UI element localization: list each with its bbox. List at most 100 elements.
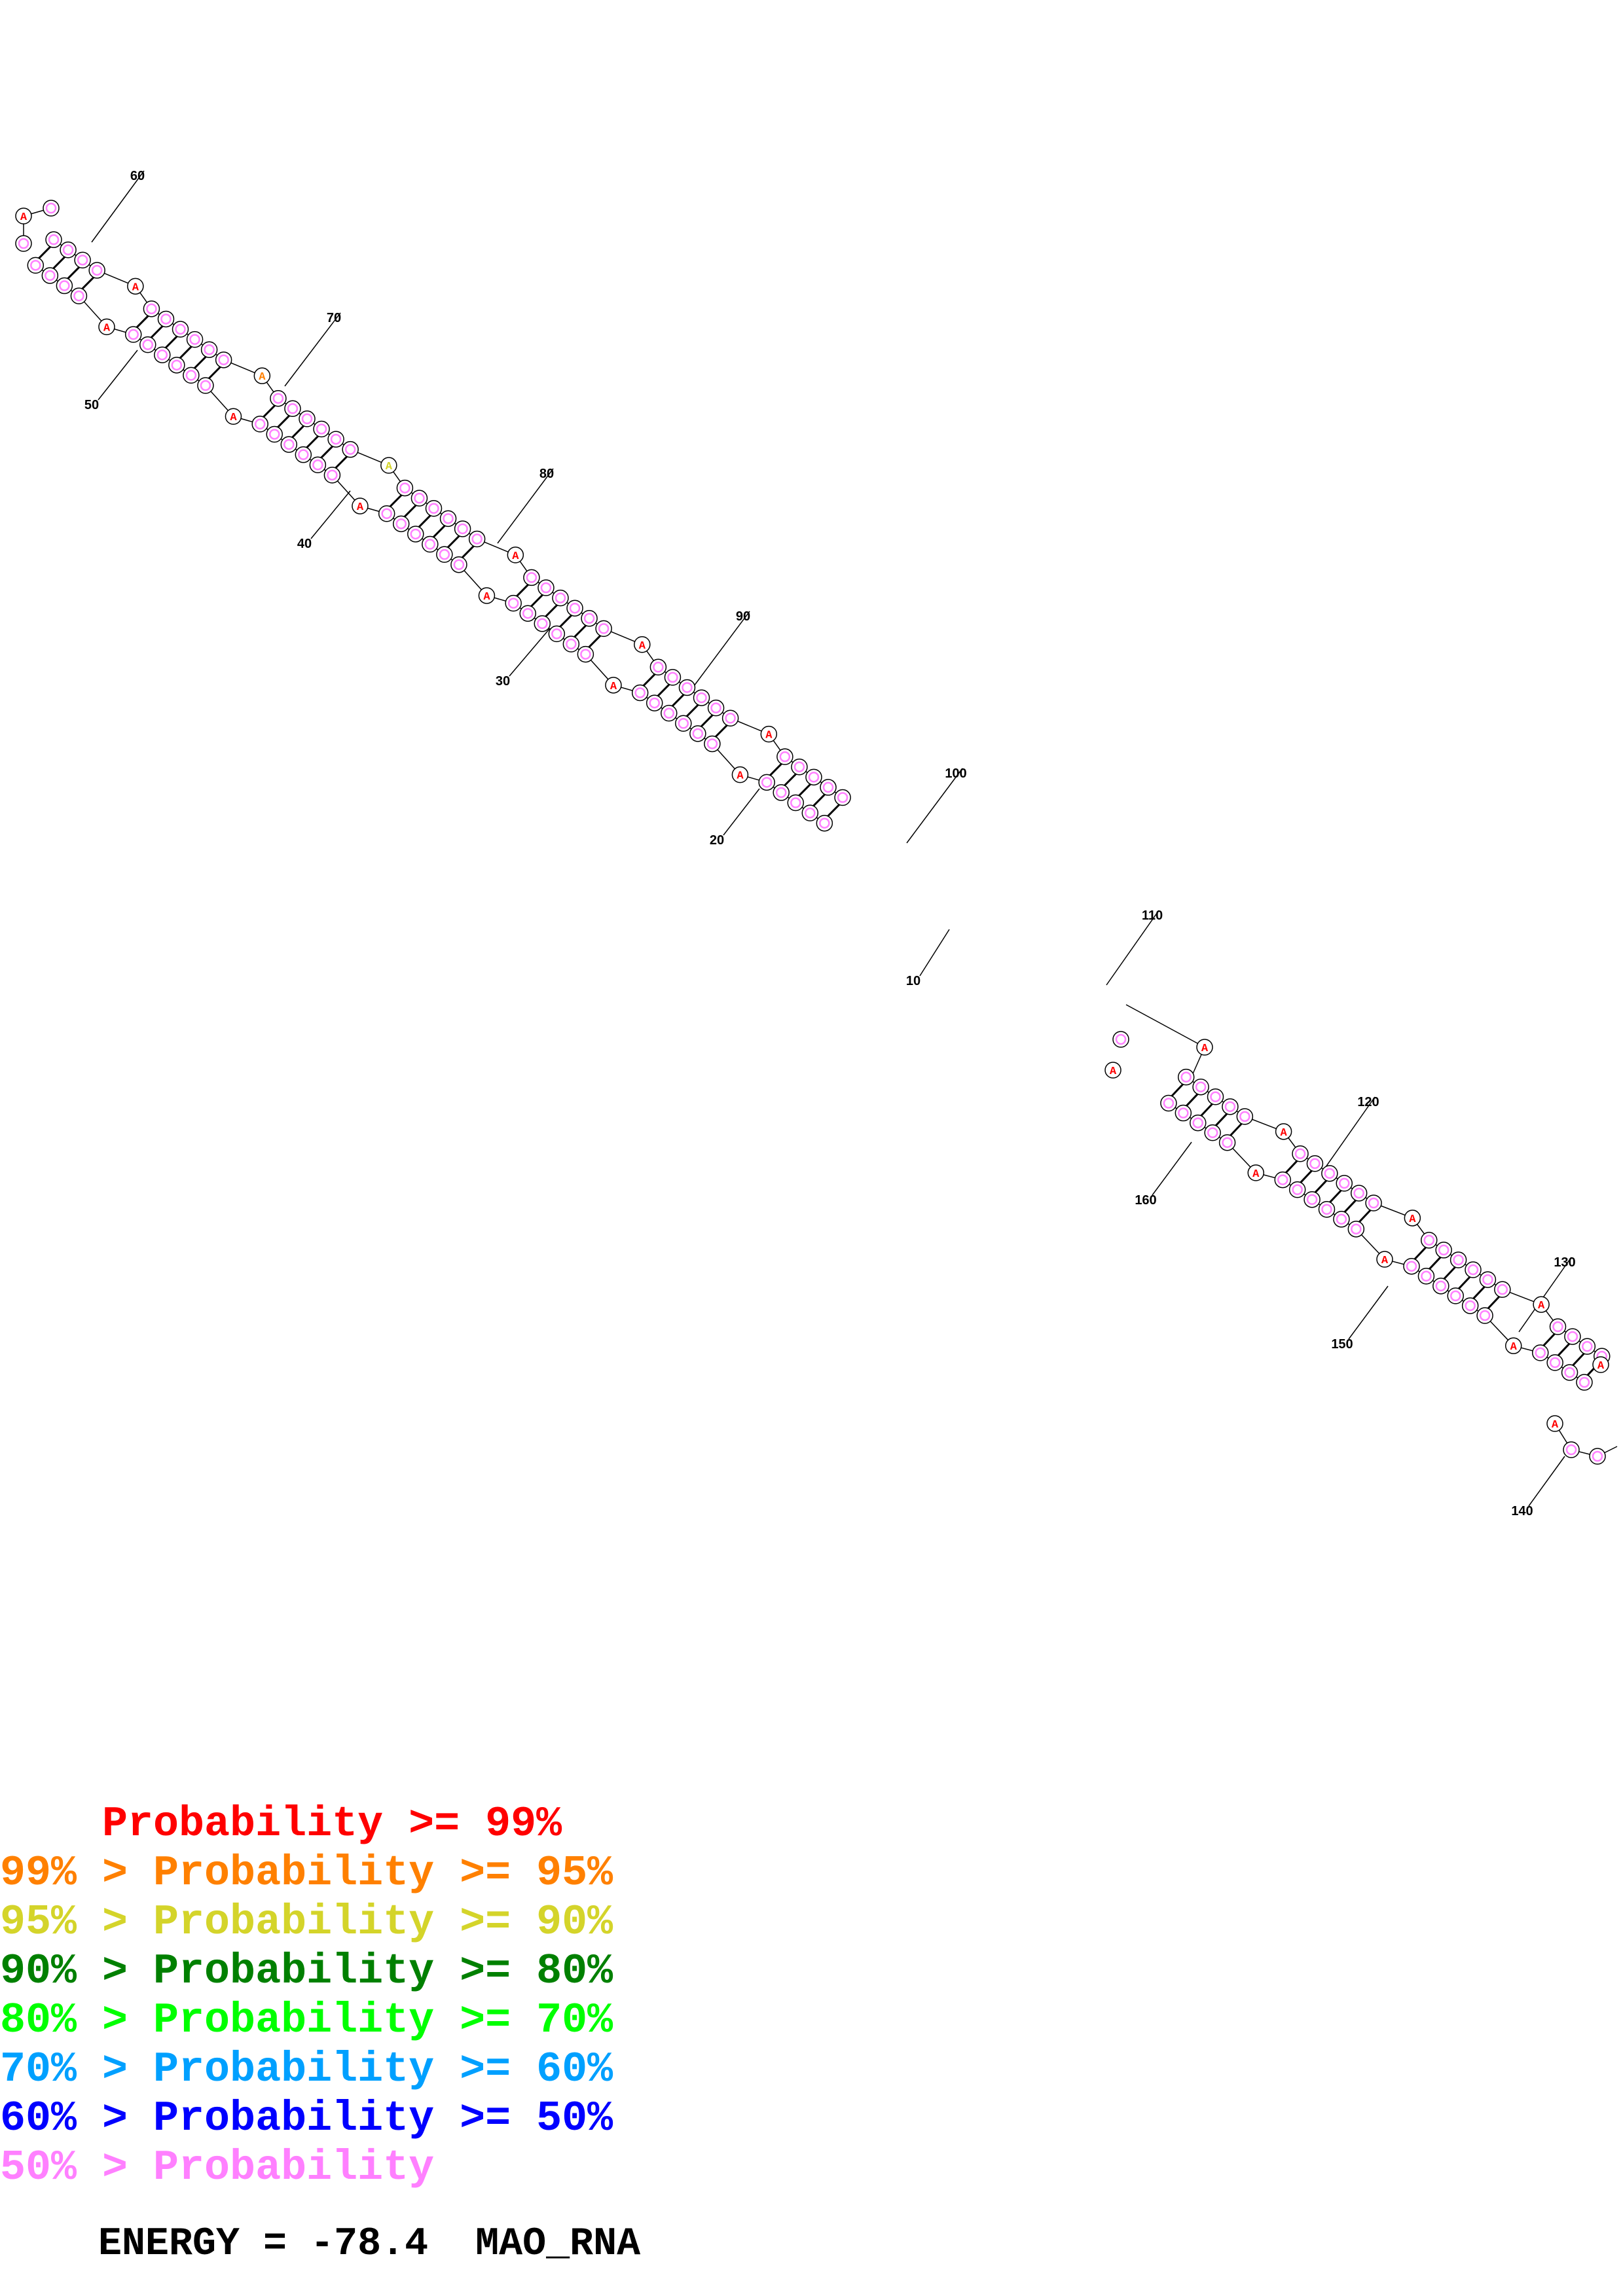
nucleotide [154, 346, 171, 363]
legend-line: 50% > Probability [0, 2144, 435, 2192]
legend-line: Probability >= 99% [0, 1800, 562, 1848]
position-label: 60 [130, 169, 145, 183]
nucleotide [1564, 1328, 1581, 1345]
nucleotide [538, 579, 555, 596]
nucleotide: A [478, 587, 496, 604]
position-label: 110 [1142, 908, 1163, 923]
nucleotide [1479, 1271, 1497, 1288]
nucleotide [552, 589, 569, 607]
nucleotide [270, 389, 287, 407]
nucleotide [1204, 1124, 1221, 1141]
nucleotide [1549, 1318, 1567, 1335]
nucleotide [581, 610, 598, 627]
legend-line: 70% > Probability >= 60% [0, 2045, 613, 2094]
nucleotide [758, 774, 775, 791]
nucleotide [1306, 1155, 1324, 1172]
nucleotide: A [127, 278, 144, 295]
nucleotide [1292, 1145, 1309, 1162]
svg-text:A: A [386, 461, 393, 473]
nucleotide [1192, 1078, 1209, 1096]
svg-text:A: A [639, 640, 646, 653]
nucleotide [1589, 1448, 1606, 1465]
nucleotide [505, 594, 522, 612]
nucleotide [1112, 1031, 1129, 1048]
nucleotide [816, 814, 833, 832]
nucleotide [519, 605, 536, 622]
nucleotide: A [507, 547, 524, 564]
nucleotide: A [352, 497, 369, 514]
position-label: 40 [297, 537, 312, 551]
nucleotide [139, 336, 156, 353]
nucleotide [15, 235, 32, 252]
nucleotide [425, 500, 443, 517]
nucleotide [378, 505, 395, 522]
svg-text:A: A [103, 322, 111, 334]
svg-text:A: A [765, 730, 773, 742]
nucleotide [1476, 1307, 1493, 1324]
nucleotide [595, 620, 612, 637]
nucleotide [88, 262, 105, 279]
nucleotide: A [1376, 1251, 1393, 1268]
nucleotide [1288, 1181, 1306, 1198]
svg-text:A: A [1110, 1066, 1117, 1078]
nucleotide [805, 768, 822, 786]
nucleotide [801, 804, 819, 821]
nucleotide: A [1546, 1415, 1563, 1432]
nucleotide: A [1533, 1296, 1550, 1313]
base-pair-lines [32, 240, 1605, 1382]
legend-line: 99% > Probability >= 95% [0, 1849, 613, 1897]
position-label: 10 [906, 974, 921, 988]
nucleotide [313, 420, 330, 438]
nucleotide [548, 625, 566, 643]
nucleotide [60, 242, 77, 259]
energy-value: -78.4 [310, 2222, 429, 2267]
svg-text:A: A [230, 412, 237, 424]
nucleotide [410, 490, 428, 507]
position-label: 100 [945, 766, 966, 781]
nucleotide [1465, 1261, 1482, 1278]
nucleotide [27, 257, 45, 274]
nucleotide [70, 287, 88, 304]
svg-text:A: A [1597, 1360, 1605, 1372]
svg-text:A: A [1381, 1255, 1389, 1267]
nucleotide [534, 615, 551, 632]
nucleotide [707, 699, 725, 717]
nucleotide [439, 510, 457, 528]
nucleotide: A [380, 457, 397, 474]
nucleotide [1177, 1068, 1195, 1086]
nucleotide [200, 341, 218, 358]
nucleotide [1417, 1268, 1435, 1285]
nucleotide [566, 600, 583, 617]
nucleotide [649, 658, 667, 676]
nucleotide [1175, 1104, 1192, 1122]
nucleotide: A [1104, 1062, 1122, 1079]
nucleotide [1450, 1251, 1467, 1268]
svg-text:A: A [132, 281, 139, 294]
nucleotide [678, 679, 696, 696]
nucleotide [1546, 1354, 1563, 1371]
nucleotide: A [15, 207, 32, 224]
nucleotide [1160, 1094, 1177, 1112]
nucleotide [295, 446, 312, 463]
nucleotide [197, 377, 214, 394]
nucleotide [1563, 1441, 1580, 1458]
nucleotide [422, 535, 439, 553]
nucleotide [693, 689, 710, 706]
nucleotide [251, 416, 268, 433]
nucleotide [791, 758, 808, 776]
nucleotide: A [253, 367, 271, 384]
nucleotide [215, 351, 232, 368]
position-label: 90 [736, 609, 750, 624]
energy-label: ENERGY = [98, 2222, 311, 2267]
nucleotide [721, 709, 739, 727]
svg-text:A: A [1552, 1419, 1559, 1431]
svg-text:A: A [1510, 1341, 1518, 1354]
position-label: 80 [539, 467, 554, 481]
legend-line: 60% > Probability >= 50% [0, 2094, 613, 2143]
nucleotide [56, 277, 73, 295]
svg-text:A: A [1281, 1127, 1288, 1139]
nucleotide [577, 645, 594, 663]
nucleotide [689, 725, 706, 742]
position-ticks: 10 20 30 40 50 60 70 80 90 100 110 120 130 140 150 160 [84, 169, 1576, 1518]
nucleotide [1447, 1287, 1464, 1304]
